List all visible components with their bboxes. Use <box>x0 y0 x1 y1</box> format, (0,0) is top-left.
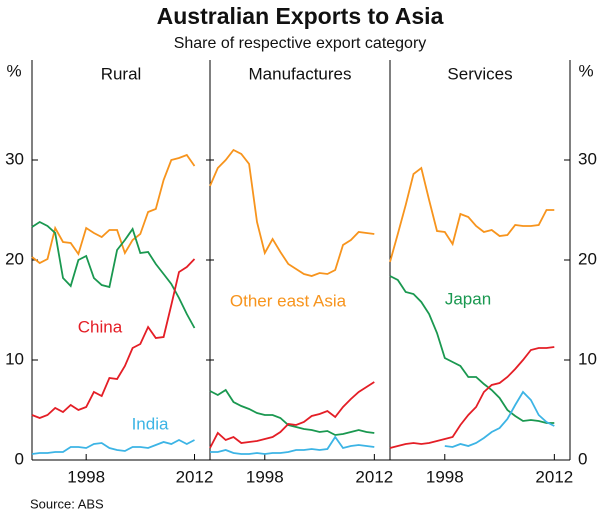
series-line <box>389 346 555 449</box>
series-line <box>31 153 196 265</box>
series-line <box>389 166 555 263</box>
source: Source: ABS <box>30 496 104 511</box>
series-line <box>389 275 555 424</box>
panel-title: Manufactures <box>249 64 352 83</box>
series-label: Other east Asia <box>230 291 347 310</box>
x-tick-label: 1998 <box>67 467 105 486</box>
series-line <box>31 258 196 419</box>
y-tick-label: 30 <box>5 149 24 168</box>
y-tick-label: 20 <box>5 249 24 268</box>
series-label: India <box>132 414 169 433</box>
x-tick-label: 1998 <box>246 467 284 486</box>
y-tick-label: 0 <box>15 449 24 468</box>
series-line <box>209 148 375 277</box>
y-tick-label: 20 <box>578 249 597 268</box>
series-line <box>209 388 375 436</box>
y-unit: % <box>6 61 21 80</box>
y-tick-label: 10 <box>578 349 597 368</box>
series-line <box>209 381 375 449</box>
x-tick-label: 1998 <box>426 467 464 486</box>
x-tick-label: 2012 <box>535 467 573 486</box>
series-line <box>31 220 196 329</box>
x-tick-label: 2012 <box>355 467 393 486</box>
series-line <box>444 390 555 448</box>
chart-title: Australian Exports to Asia <box>157 3 444 29</box>
y-tick-label: 0 <box>578 449 587 468</box>
y-unit: % <box>578 61 593 80</box>
series-label: China <box>78 317 123 336</box>
x-tick-label: 2012 <box>176 467 214 486</box>
panel-title: Services <box>447 64 512 83</box>
series-line <box>31 438 195 455</box>
series-line <box>210 435 375 455</box>
panel-title: Rural <box>101 64 142 83</box>
series-label: Japan <box>445 289 491 308</box>
y-tick-label: 30 <box>578 149 597 168</box>
chart-subtitle: Share of respective export category <box>174 35 427 52</box>
y-tick-label: 10 <box>5 349 24 368</box>
